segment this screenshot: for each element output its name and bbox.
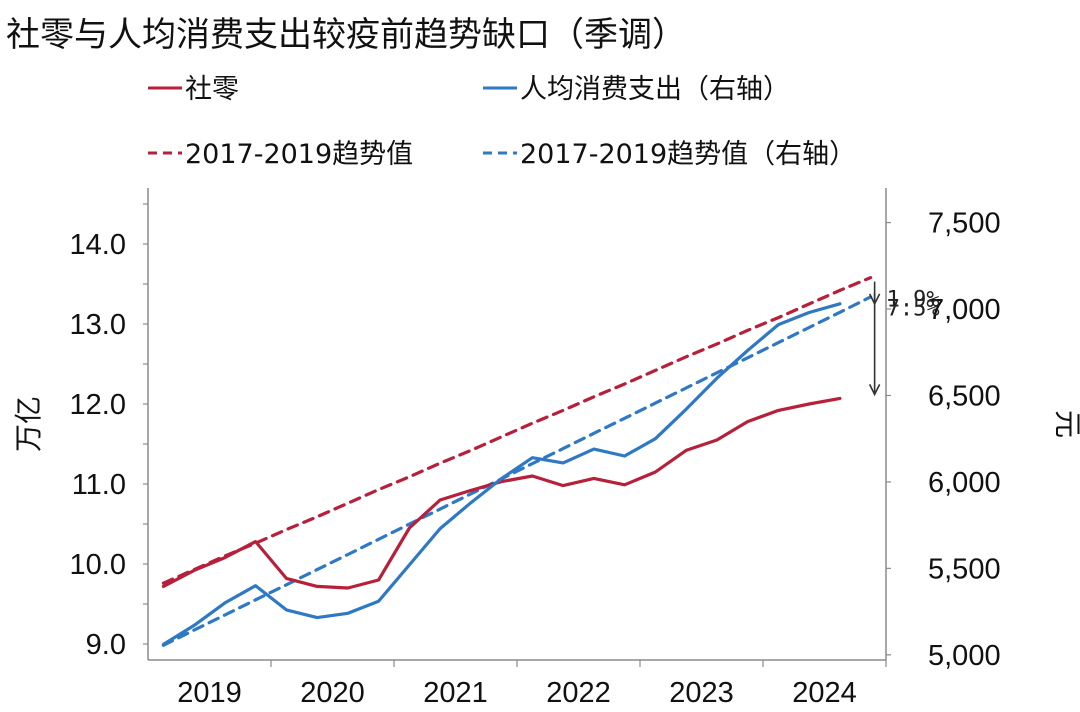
left-tick-label: 9.0: [86, 629, 126, 661]
left-tick-label: 14.0: [70, 229, 126, 261]
x-tick-label: 2022: [546, 677, 611, 709]
series-line-0: [161, 396, 842, 590]
x-tick-label: 2019: [177, 677, 242, 709]
right-tick-label: 7,000: [928, 294, 1001, 326]
right-tick-label: 6,500: [928, 380, 1001, 412]
left-tick-label: 13.0: [70, 309, 126, 341]
chart-title: 社零与人均消费支出较疫前趋势缺口（季调）: [6, 15, 686, 55]
right-tick-label: 6,000: [928, 467, 1001, 499]
x-tick-label: 2024: [792, 677, 857, 709]
legend-label-spending: 人均消费支出（右轴）: [520, 74, 790, 105]
annotations: 1.9%7.5%: [868, 281, 940, 397]
x-tick-label: 2023: [669, 677, 734, 709]
gap-label-spending: 1.9%: [887, 287, 940, 312]
legend-label-retail-trend: 2017-2019趋势值: [185, 139, 413, 170]
legend-label-spending-trend: 2017-2019趋势值（右轴）: [520, 139, 856, 170]
axes: 9.0 10.0 11.0 12.0 13.0 14.0 5,000 5,500 6,000 6,…: [12, 188, 1080, 709]
plot-area: [161, 276, 873, 647]
series-line-2: [161, 276, 873, 585]
right-tick-label: 5,000: [928, 640, 1001, 672]
legend-label-retail: 社零: [185, 74, 239, 105]
x-tick-label: 2021: [423, 677, 488, 709]
gap-label-retail: 7.5%: [887, 297, 940, 322]
left-tick-label: 10.0: [70, 549, 126, 581]
legend: 社零 人均消费支出（右轴） 2017-2019趋势值 2017-2019趋势值（…: [148, 74, 856, 170]
series-line-1: [161, 302, 842, 647]
right-tick-label: 5,500: [928, 553, 1001, 585]
left-tick-label: 11.0: [72, 469, 126, 501]
gap-arrowhead-retail: [868, 384, 881, 397]
series-line-3: [161, 295, 873, 647]
right-axis-title: 元: [1051, 410, 1080, 438]
left-tick-label: 12.0: [70, 389, 126, 421]
left-axis-title: 万亿: [12, 396, 45, 452]
x-tick-label: 2020: [300, 677, 365, 709]
right-tick-label: 7,500: [928, 208, 1001, 240]
